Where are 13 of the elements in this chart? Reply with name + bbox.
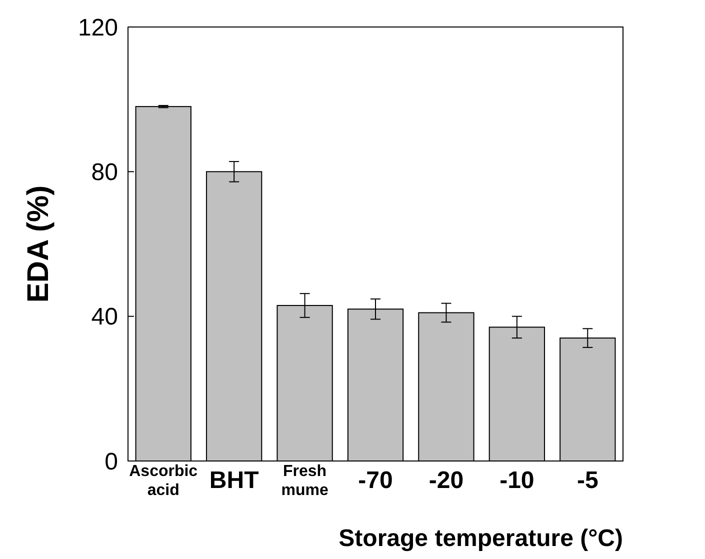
x-tick-label: -5 — [576, 467, 598, 494]
x-tick-label: BHT — [209, 467, 260, 494]
x-tick-label: Fresh mume — [281, 463, 328, 499]
y-tick-label: 0 — [104, 448, 118, 476]
x-tick-label: -70 — [358, 467, 393, 494]
x-tick-label: Ascorbic acid — [129, 463, 198, 499]
x-axis-title: Storage temperature (°C) — [338, 525, 623, 552]
x-tick-label: -10 — [500, 467, 534, 494]
y-axis-title: EDA (%) — [22, 185, 55, 303]
y-tick-label: 40 — [91, 304, 118, 331]
y-tick-label: 120 — [78, 14, 118, 42]
x-tick-label: -20 — [428, 467, 464, 494]
y-tick-label: 80 — [91, 159, 118, 186]
